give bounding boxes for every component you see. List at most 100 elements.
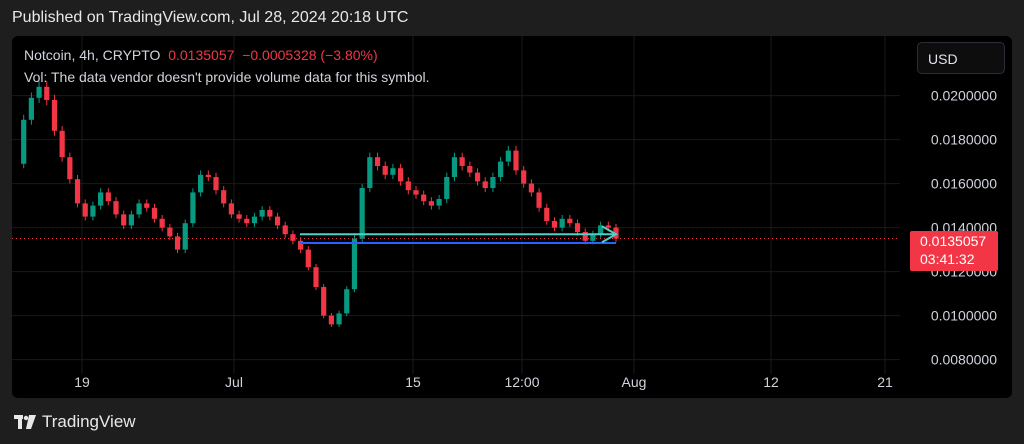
symbol-label: Notcoin, 4h, CRYPTO <box>24 47 161 63</box>
candle-body-17 <box>144 203 150 208</box>
candle-body-71 <box>559 218 565 228</box>
candle-body-16 <box>136 203 142 215</box>
candle-body-10 <box>90 205 96 217</box>
candle-body-65 <box>513 150 519 171</box>
price-tag-value: 0.0135057 <box>920 233 987 249</box>
candle-body-35 <box>282 225 288 235</box>
volume-note: Vol: The data vendor doesn't provide vol… <box>24 69 430 85</box>
legend-change: −0.0005328 (−3.80%) <box>242 47 378 63</box>
candle-body-5 <box>51 100 58 131</box>
candle-body-14 <box>121 214 127 226</box>
candle-body-23 <box>190 192 196 224</box>
footer-brand: TradingView <box>42 412 136 431</box>
candle-body-24 <box>198 174 204 193</box>
candle-body-54 <box>428 201 434 206</box>
candle-body-29 <box>236 214 242 219</box>
candle-body-25 <box>205 174 211 177</box>
candle-body-67 <box>528 183 534 193</box>
candle-body-61 <box>482 181 488 188</box>
candle-body-19 <box>159 218 165 228</box>
candle-body-66 <box>521 170 527 184</box>
candle-body-45 <box>359 188 365 239</box>
candle-body-40 <box>321 287 327 316</box>
candle-body-41 <box>328 315 334 325</box>
candle-body-60 <box>474 172 481 182</box>
candle-body-8 <box>74 179 81 204</box>
candle-body-15 <box>128 214 134 226</box>
price-tag-countdown: 03:41:32 <box>920 251 975 267</box>
candle-body-52 <box>413 190 419 195</box>
tradingview-logo-icon <box>14 415 36 429</box>
candle-body-4 <box>44 86 50 100</box>
candle-body-11 <box>98 192 104 206</box>
candle-body-13 <box>113 201 119 215</box>
candle-body-73 <box>574 223 581 232</box>
y-tick-label-2: 0.0160000 <box>931 176 997 192</box>
x-tick-label-0: 19 <box>74 374 90 390</box>
candle-body-72 <box>567 218 573 224</box>
symbol-legend: Notcoin, 4h, CRYPTO 0.0135057 −0.0005328… <box>24 47 378 63</box>
x-tick-label-5: 12 <box>763 374 779 390</box>
footer: TradingView <box>14 411 136 433</box>
x-tick-label-6: 21 <box>877 374 893 390</box>
candle-body-26 <box>213 177 219 191</box>
x-tick-label-4: Aug <box>622 374 647 390</box>
candle-body-51 <box>405 181 411 191</box>
candle-body-6 <box>59 130 65 158</box>
candle-body-39 <box>313 267 319 287</box>
candle-body-9 <box>82 203 88 217</box>
x-tick-label-1: Jul <box>225 374 243 390</box>
candle-body-76 <box>598 225 604 235</box>
candle-body-74 <box>582 232 588 241</box>
currency-button[interactable]: USD <box>917 42 1005 74</box>
candle-body-32 <box>259 210 265 217</box>
candle-body-62 <box>490 177 496 188</box>
candle-body-36 <box>290 234 296 241</box>
published-header: Published on TradingView.com, Jul 28, 20… <box>12 9 409 26</box>
y-tick-label-5: 0.0100000 <box>931 308 997 324</box>
candle-body-64 <box>505 150 511 162</box>
y-tick-label-0: 0.0200000 <box>931 88 997 104</box>
candle-body-77 <box>605 225 611 228</box>
x-tick-label-3: 12:00 <box>504 374 539 390</box>
candle-body-63 <box>498 161 504 177</box>
candle-body-27 <box>221 190 227 204</box>
candle-body-31 <box>251 216 258 224</box>
price-chart[interactable]: 0.02000000.01800000.01600000.01400000.01… <box>12 36 1012 398</box>
candle-body-75 <box>590 234 596 241</box>
candle-body-38 <box>305 249 311 268</box>
candle-body-48 <box>382 166 388 175</box>
candle-body-3 <box>36 86 42 98</box>
candle-body-53 <box>421 194 427 202</box>
candle-body-43 <box>344 289 350 314</box>
candle-body-1 <box>21 119 27 164</box>
candle-body-2 <box>28 97 34 120</box>
candle-body-37 <box>298 240 304 250</box>
x-tick-label-2: 15 <box>405 374 421 390</box>
y-tick-label-6: 0.0080000 <box>931 352 997 368</box>
candle-body-70 <box>551 221 558 228</box>
candle-body-59 <box>467 166 473 173</box>
candle-body-7 <box>67 157 73 180</box>
candle-body-68 <box>536 192 542 208</box>
candle-body-28 <box>228 203 234 215</box>
y-tick-label-1: 0.0180000 <box>931 132 997 148</box>
candle-body-33 <box>267 210 273 217</box>
legend-price: 0.0135057 <box>168 47 235 63</box>
candle-body-47 <box>374 157 381 166</box>
price-tag: 0.0135057 03:41:32 <box>910 231 998 271</box>
candle-body-34 <box>274 216 281 226</box>
arrow-head <box>601 225 619 244</box>
candle-body-50 <box>398 168 404 182</box>
candle-body-57 <box>451 157 458 177</box>
candle-body-44 <box>351 238 358 290</box>
candle-body-12 <box>105 192 111 202</box>
candle-body-20 <box>167 227 173 237</box>
chart-panel[interactable]: 0.0200000 0.0180000 0.0160000 0.0140000 0.01… <box>12 36 1012 398</box>
candle-body-21 <box>174 236 181 250</box>
candle-body-22 <box>182 223 188 250</box>
candle-body-42 <box>336 313 342 325</box>
candle-body-49 <box>390 168 396 175</box>
candle-body-30 <box>244 218 250 224</box>
candle-body-58 <box>459 157 465 166</box>
